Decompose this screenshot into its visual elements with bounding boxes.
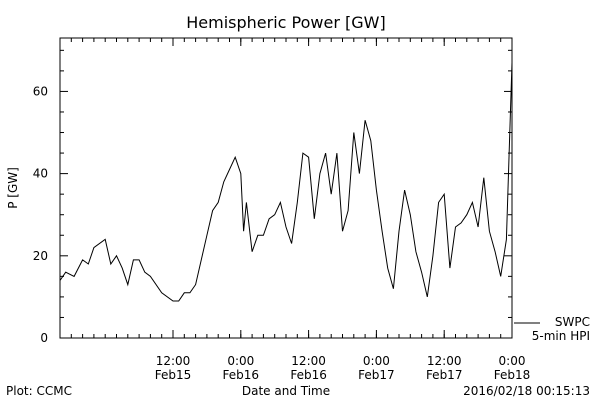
x-tick-label: 0:00: [499, 354, 526, 368]
x-tick-label: 0:00: [363, 354, 390, 368]
x-axis-label: Date and Time: [242, 384, 330, 398]
x-axis-ticks: 12:00Feb150:00Feb1612:00Feb160:00Feb1712…: [59, 38, 531, 382]
legend: SWPC 5-min HPI: [514, 315, 590, 343]
plot-frame: [59, 37, 513, 339]
y-axis-ticks: 0 20 40 60: [33, 49, 512, 345]
y-tick-label: 0: [40, 331, 48, 345]
y-axis-label: P [GW]: [6, 167, 20, 209]
y-tick-label: 60: [33, 84, 48, 98]
x-tick-label: 12:00: [427, 354, 462, 368]
x-tick-label: 0:00: [227, 354, 254, 368]
x-tick-sublabel: Feb15: [155, 368, 192, 382]
footer-credit: Plot: CCMC: [6, 384, 72, 398]
x-tick-label: 12:00: [291, 354, 326, 368]
x-tick-sublabel: Feb17: [358, 368, 395, 382]
x-tick-label: 12:00: [156, 354, 191, 368]
footer-timestamp: 2016/02/18 00:15:13: [463, 384, 590, 398]
chart-title: Hemispheric Power [GW]: [186, 13, 385, 32]
x-tick-sublabel: Feb17: [426, 368, 463, 382]
y-tick-label: 40: [33, 167, 48, 181]
y-tick-label: 20: [33, 249, 48, 263]
series-line-swpc-hpi: [59, 62, 513, 302]
legend-label-hpi: 5-min HPI: [532, 329, 590, 343]
x-tick-sublabel: Feb16: [290, 368, 327, 382]
x-tick-sublabel: Feb16: [223, 368, 260, 382]
x-tick-sublabel: Feb18: [494, 368, 531, 382]
legend-label-swpc: SWPC: [555, 315, 590, 329]
